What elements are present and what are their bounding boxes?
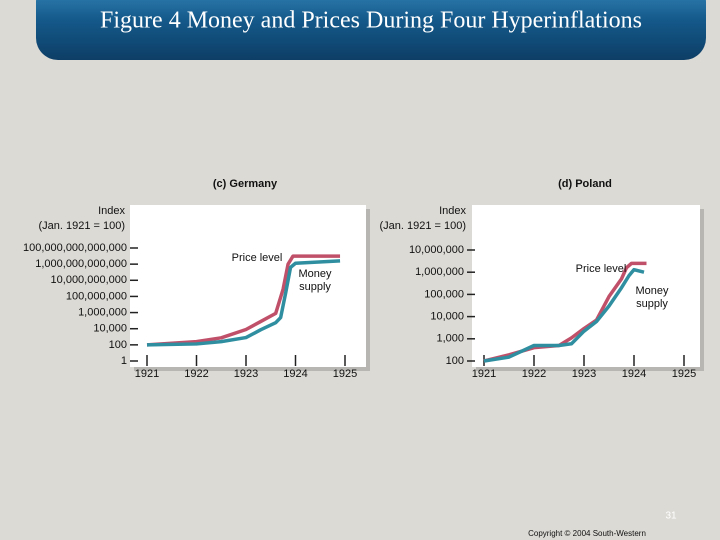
- plot-area: [130, 205, 366, 367]
- y-tick-label: 100,000,000: [66, 290, 127, 302]
- y-tick-label: 100: [446, 355, 464, 367]
- y-tick-label: 100,000,000,000,000: [23, 242, 127, 254]
- x-tick-label: 1922: [184, 368, 208, 380]
- slide-title: Figure 4 Money and Prices During Four Hy…: [100, 8, 642, 34]
- x-tick-label: 1924: [283, 368, 307, 380]
- x-tick-label: 1924: [622, 368, 646, 380]
- y-tick-label: 1,000,000: [415, 266, 464, 278]
- y-tick-label: 100: [109, 339, 127, 351]
- y-tick-label: 10,000: [93, 323, 127, 335]
- y-axis-label: (Jan. 1921 = 100): [379, 220, 466, 232]
- y-tick-label: 10,000,000: [409, 244, 464, 256]
- series-line: [483, 267, 645, 363]
- series-label: Money supply: [298, 268, 332, 293]
- y-tick-label: 10,000: [430, 311, 464, 323]
- y-axis-label: (Jan. 1921 = 100): [38, 220, 125, 232]
- x-tick-label: 1925: [672, 368, 696, 380]
- series-line: [146, 259, 341, 347]
- x-tick-label: 1923: [234, 368, 258, 380]
- chart-title: (c) Germany: [213, 178, 278, 190]
- y-tick-label: 1,000,000: [78, 306, 127, 318]
- y-axis-label: Index: [439, 205, 466, 217]
- chart-title: (d) Poland: [558, 178, 612, 190]
- y-tick-label: 100,000: [424, 288, 464, 300]
- x-tick-label: 1923: [572, 368, 596, 380]
- y-tick-label: 1: [121, 355, 127, 367]
- x-tick-label: 1922: [522, 368, 546, 380]
- y-axis-label: Index: [98, 205, 125, 217]
- x-tick-label: 1921: [472, 368, 496, 380]
- series-label: Money supply: [635, 285, 669, 310]
- plot-area: [472, 205, 700, 367]
- title-banner: [36, 0, 706, 60]
- x-tick-label: 1925: [333, 368, 357, 380]
- series-label: Price level: [231, 252, 283, 264]
- x-tick-label: 1921: [135, 368, 159, 380]
- series-line: [146, 254, 341, 347]
- y-tick-label: 10,000,000,000: [51, 274, 127, 286]
- page-number: 31: [665, 511, 677, 522]
- y-tick-label: 1,000,000,000,000: [35, 258, 127, 270]
- copyright: Copyright © 2004 South-Western: [528, 529, 646, 538]
- series-label: Price level: [575, 263, 627, 275]
- y-tick-label: 1,000: [436, 333, 464, 345]
